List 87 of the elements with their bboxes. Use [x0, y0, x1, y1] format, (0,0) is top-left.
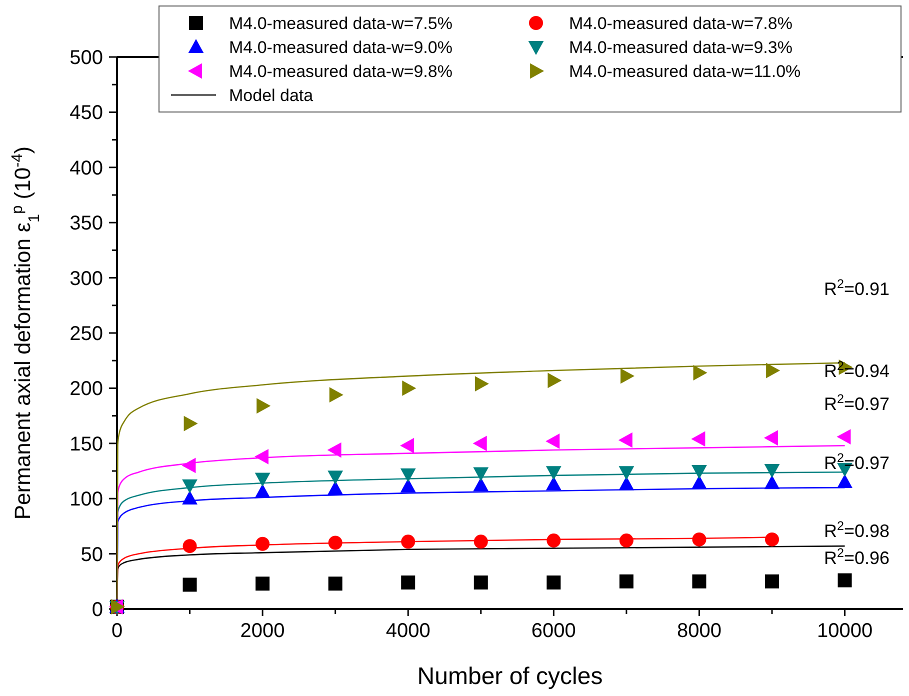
- point: [472, 436, 487, 452]
- point: [182, 479, 198, 494]
- x-tick-label: 8000: [676, 620, 722, 642]
- point: [618, 476, 634, 490]
- y-tick-label: 0: [92, 599, 103, 621]
- point: [619, 574, 634, 588]
- point: [256, 398, 271, 414]
- point: [256, 576, 270, 591]
- point: [401, 576, 416, 590]
- y-tick-label: 250: [70, 323, 103, 345]
- x-tick-label: 4000: [386, 620, 430, 642]
- point: [692, 532, 706, 546]
- point: [328, 480, 344, 495]
- point: [546, 476, 562, 490]
- y-tick-label: 350: [70, 212, 103, 235]
- point: [254, 448, 269, 464]
- point: [693, 365, 708, 380]
- point: [474, 534, 488, 549]
- point: [765, 574, 779, 588]
- legend-label: M4.0-measured data-w=7.8%: [569, 14, 792, 33]
- legend-label: M4.0-measured data-w=7.5%: [229, 14, 452, 33]
- legend-label: M4.0-measured data-w=9.0%: [229, 38, 452, 57]
- point: [328, 576, 342, 591]
- point: [837, 474, 852, 488]
- point: [402, 380, 416, 396]
- x-tick-label: 6000: [531, 620, 576, 642]
- y-tick-label: 200: [70, 378, 103, 400]
- point: [619, 534, 634, 548]
- legend-label: M4.0-measured data-w=9.3%: [569, 38, 792, 57]
- point: [182, 578, 197, 592]
- point: [765, 532, 779, 546]
- annotation: R$^{2}$=0.91: [824, 277, 890, 299]
- point: [400, 438, 414, 454]
- point: [618, 466, 634, 480]
- point: [836, 429, 851, 444]
- point: [764, 430, 778, 446]
- y-tick-label: 400: [70, 157, 103, 180]
- annotation: R$^{2}$=0.97: [824, 451, 890, 473]
- annotation: R$^{2}$=0.98: [824, 519, 890, 541]
- point: [546, 433, 560, 449]
- y-tick-label: 450: [70, 102, 103, 124]
- point: [182, 458, 196, 474]
- point: [400, 468, 416, 482]
- point: [618, 432, 632, 448]
- annotation: R$^{2}$=0.97: [824, 392, 890, 414]
- point: [474, 576, 488, 590]
- point: [546, 534, 561, 548]
- x-tick-label: 10000: [816, 620, 873, 642]
- point: [474, 376, 489, 392]
- point: [256, 536, 270, 551]
- point: [328, 470, 344, 485]
- legend-label: Model data: [229, 86, 314, 105]
- point: [764, 464, 780, 478]
- point: [764, 475, 780, 490]
- point: [692, 465, 707, 480]
- point: [546, 576, 561, 590]
- point: [546, 466, 562, 480]
- point: [766, 362, 780, 378]
- point: [254, 484, 270, 498]
- y-tick-label: 150: [70, 433, 103, 456]
- x-tick-label: 2000: [240, 620, 285, 642]
- legend-label: M4.0-measured data-w=11.0%: [569, 62, 801, 81]
- point: [327, 442, 342, 458]
- point: [329, 387, 344, 403]
- point: [548, 372, 562, 388]
- point: [692, 475, 707, 490]
- point: [473, 467, 489, 482]
- point: [400, 478, 416, 492]
- point: [692, 574, 706, 588]
- y-tick-label: 50: [80, 544, 103, 566]
- legend-label: M4.0-measured data-w=9.8%: [229, 62, 452, 81]
- x-tick-label: 0: [111, 620, 123, 642]
- point: [254, 472, 270, 487]
- y-tick-label: 100: [70, 488, 103, 511]
- x-axis-title: Number of cycles: [417, 663, 603, 690]
- point: [473, 477, 489, 492]
- point: [182, 490, 198, 505]
- point: [620, 368, 634, 384]
- y-tick-label: 500: [70, 47, 103, 69]
- point: [328, 536, 342, 550]
- point: [838, 573, 852, 588]
- point: [182, 539, 197, 554]
- point: [401, 534, 416, 549]
- annotation: R$^{2}$=0.96: [824, 546, 890, 568]
- point: [691, 431, 706, 447]
- point: [184, 416, 198, 432]
- y-tick-label: 300: [70, 268, 103, 290]
